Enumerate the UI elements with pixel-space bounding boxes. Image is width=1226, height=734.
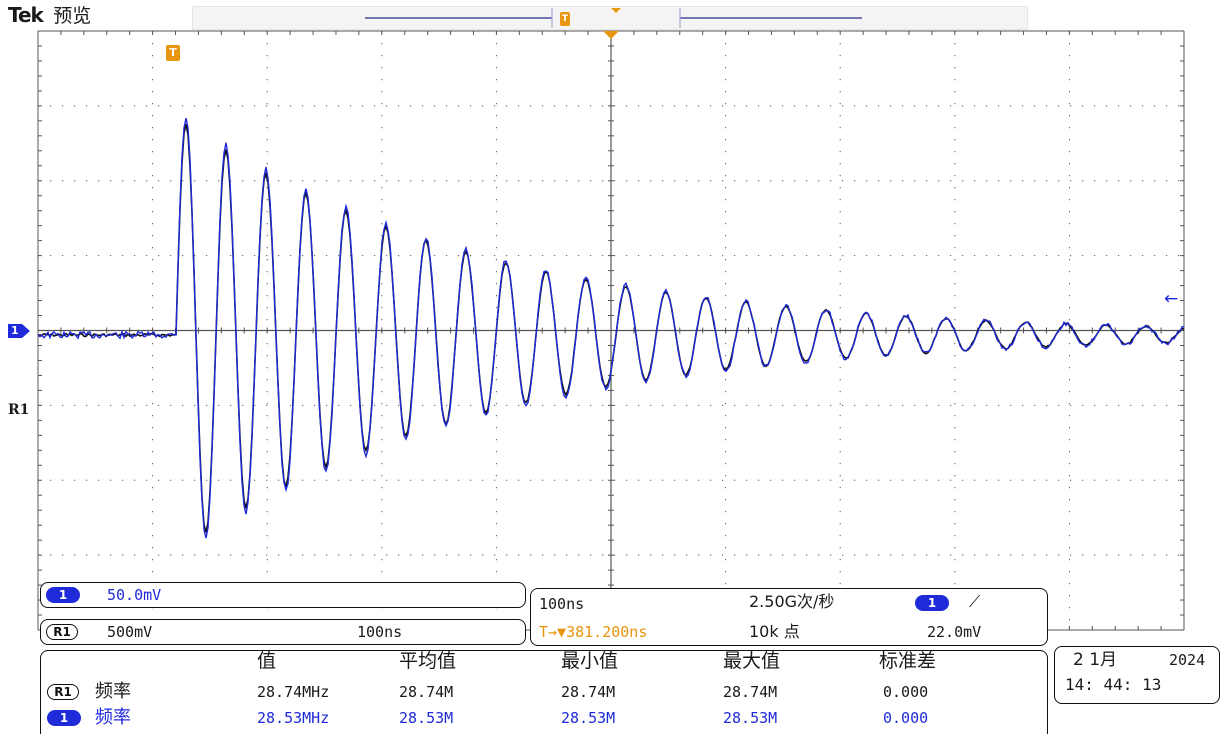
trigger-position-icon [603,31,619,39]
record-trigger-marker-icon [611,8,621,13]
ref1-ground-marker[interactable]: R1 [8,402,30,418]
ch1-badge: 1 [46,587,80,603]
meas-ch1-max: 28.53M [723,709,778,727]
record-length: 10k 点 [749,622,800,641]
acquisition-mode-label: 预览 [53,5,92,27]
timebase-trigger-readout[interactable]: 100ns 2.50G次/秒 1 ⟋ T→▼381.200ns 10k 点 22… [530,588,1048,646]
datetime-panel: 2 1月 2024 14: 44: 13 [1054,646,1220,704]
trigger-level: 22.0mV [927,623,982,641]
record-trigger-t-icon: T [560,12,570,26]
meas-ch1-label: 频率 [95,707,131,728]
ch1-volts-per-div: 50.0mV [107,586,162,604]
ch1-waveform [37,118,1185,539]
meas-ref1-min: 28.74M [561,683,616,701]
meas-header-min: 最小值 [561,650,619,672]
meas-ch1-mean: 28.53M [399,709,454,727]
meas-ch1-min: 28.53M [561,709,616,727]
meas-ref1-label: 频率 [95,681,131,702]
meas-header-max: 最大值 [723,650,781,672]
date-year: 2024 [1169,651,1206,669]
meas-ref1-value: 28.74MHz [257,683,330,701]
ref1-volts-per-div: 500mV [107,623,153,641]
sample-rate: 2.50G次/秒 [749,592,835,611]
date-day-month: 2 1月 [1073,650,1118,670]
ref1-badge: R1 [46,624,78,640]
meas-ref1-mean: 28.74M [399,683,454,701]
meas-ref1-max: 28.74M [723,683,778,701]
clock-time: 14: 44: 13 [1065,675,1162,694]
brand-header: Tek 预览 [8,2,91,28]
meas-ref1-badge: R1 [47,684,79,700]
ref1-time-per-div: 100ns [357,623,403,641]
ch1-ground-marker-icon[interactable]: 1 [8,323,32,339]
meas-ch1-std: 0.000 [883,709,929,727]
trigger-slope-icon: ⟋ [969,592,981,611]
ref1-scale-readout[interactable]: R1 500mV 100ns [40,619,526,645]
brand-logo: Tek [8,3,44,27]
trigger-source-badge: 1 [915,595,949,611]
meas-ch1-value: 28.53MHz [257,709,330,727]
meas-header-mean: 平均值 [399,650,457,672]
trigger-level-arrow-icon[interactable]: ← [1164,289,1179,309]
graticule [37,30,1185,631]
record-view-bar[interactable] [192,6,1028,30]
measurement-panel[interactable]: 值 平均值 最小值 最大值 标准差 R1 频率 28.74MHz 28.74M … [40,650,1048,734]
trigger-delay: T→▼381.200ns [539,623,648,641]
meas-ref1-std: 0.000 [883,683,929,701]
trigger-marker-icon[interactable]: T [166,45,180,61]
meas-header-value: 值 [257,650,277,672]
meas-header-std: 标准差 [879,650,937,672]
ch1-scale-readout[interactable]: 1 50.0mV [40,582,526,608]
meas-ch1-badge: 1 [47,710,81,726]
record-overview [365,8,862,28]
ch1-marker-label: 1 [11,324,19,337]
horizontal-scale: 100ns [539,595,585,613]
